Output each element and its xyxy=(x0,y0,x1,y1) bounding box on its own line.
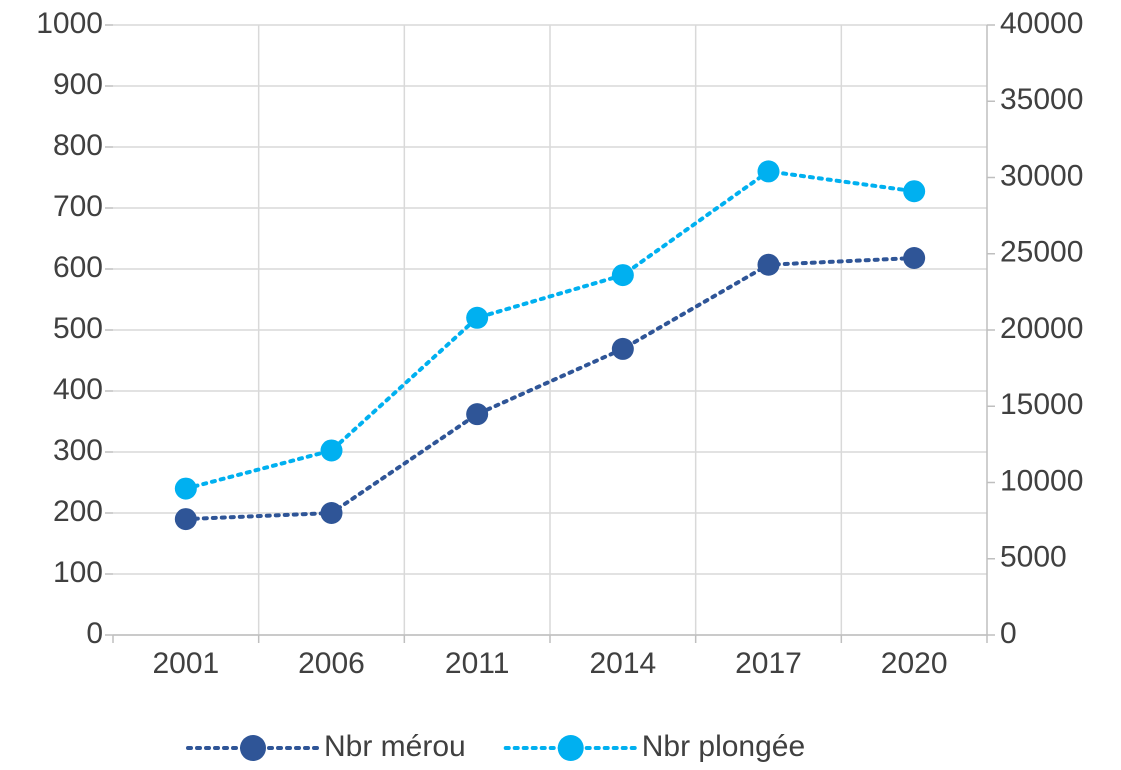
y-tick-label: 900 xyxy=(53,68,103,101)
data-point xyxy=(611,264,634,287)
y-tick-label: 600 xyxy=(53,251,103,284)
data-point xyxy=(466,306,489,329)
y2-tick-label: 35000 xyxy=(1000,83,1083,116)
x-tick-label: 2006 xyxy=(298,647,365,680)
y2-tick-label: 0 xyxy=(1000,617,1017,650)
y-tick-label: 200 xyxy=(53,495,103,528)
y-tick-label: 1000 xyxy=(36,7,103,40)
legend-label: Nbr plongée xyxy=(642,730,805,763)
data-point xyxy=(466,403,489,426)
y-tick-label: 800 xyxy=(53,129,103,162)
x-tick-label: 2011 xyxy=(445,647,510,680)
y2-tick-label: 10000 xyxy=(1000,464,1083,497)
data-point xyxy=(757,160,780,183)
y2-tick-label: 5000 xyxy=(1000,541,1067,574)
y2-tick-label: 20000 xyxy=(1000,312,1083,345)
y2-tick-label: 25000 xyxy=(1000,236,1083,269)
x-tick-label: 2001 xyxy=(152,647,219,680)
data-point xyxy=(174,508,197,531)
data-point xyxy=(611,337,634,360)
y-tick-label: 100 xyxy=(53,556,103,589)
x-tick-label: 2020 xyxy=(881,647,948,680)
data-point xyxy=(757,253,780,276)
data-point xyxy=(320,439,343,462)
y-tick-label: 700 xyxy=(53,190,103,223)
legend-marker xyxy=(240,735,266,761)
data-point xyxy=(903,247,926,270)
y2-tick-label: 40000 xyxy=(1000,7,1083,40)
x-tick-label: 2017 xyxy=(735,647,802,680)
data-point xyxy=(320,502,343,524)
y-tick-label: 500 xyxy=(53,312,103,345)
series-line xyxy=(183,169,917,491)
y2-tick-label: 30000 xyxy=(1000,159,1083,192)
data-point xyxy=(174,477,197,500)
y-tick-label: 300 xyxy=(53,434,103,467)
y-tick-label: 400 xyxy=(53,373,103,406)
y2-tick-label: 15000 xyxy=(1000,388,1083,421)
legend-marker xyxy=(557,735,584,761)
x-tick-label: 2014 xyxy=(589,647,656,680)
legend-label: Nbr mérou xyxy=(324,730,466,763)
series-line xyxy=(183,256,917,522)
y-tick-label: 0 xyxy=(86,617,103,650)
data-point xyxy=(903,180,926,203)
